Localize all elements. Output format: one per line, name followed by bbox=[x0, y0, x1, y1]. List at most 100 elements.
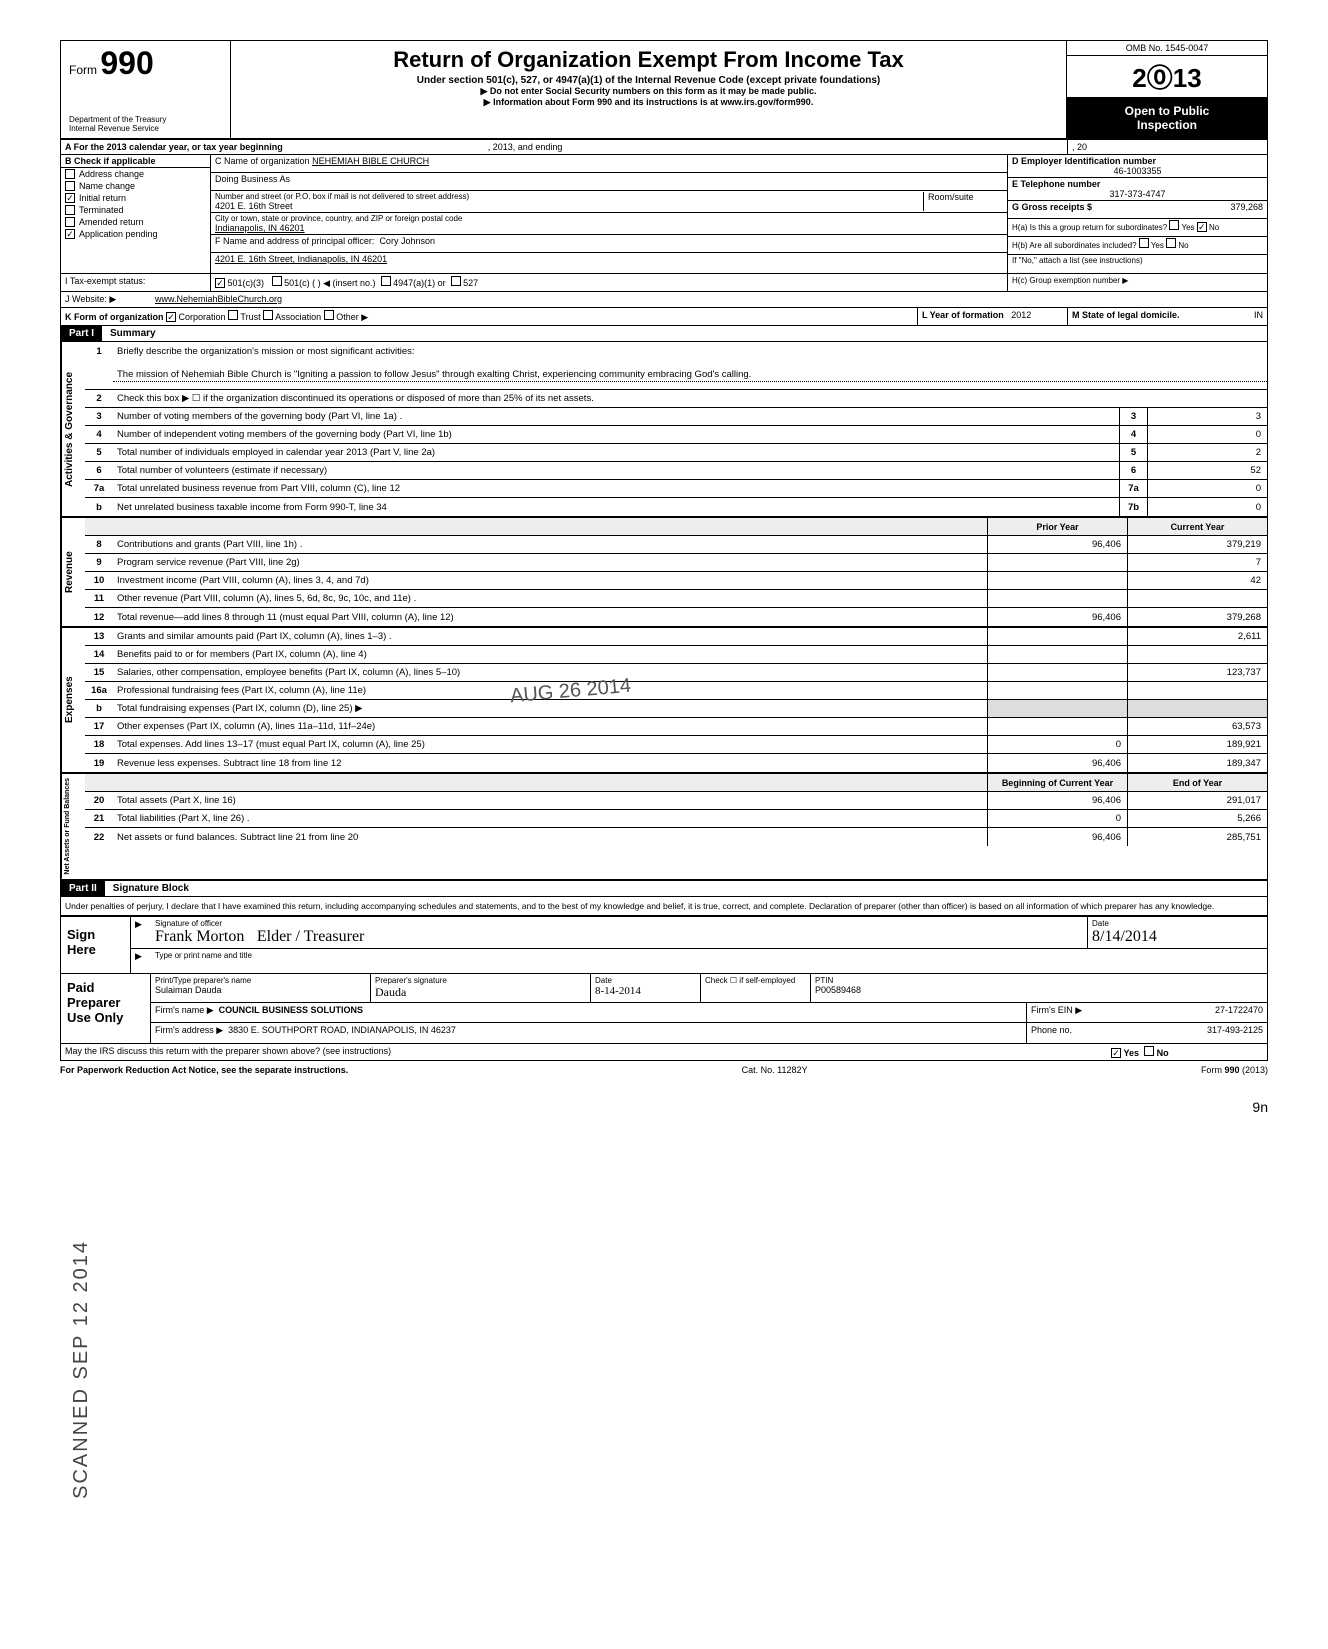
current-val: 291,017 bbox=[1127, 792, 1267, 809]
4947: 4947(a)(1) or bbox=[393, 278, 446, 288]
current-val: 7 bbox=[1127, 554, 1267, 571]
sign-body: ▶ Signature of officer Frank Morton Elde… bbox=[131, 917, 1267, 973]
form-header: Form 990 Department of the Treasury Inte… bbox=[60, 40, 1268, 140]
part2-header-row: Part II Signature Block bbox=[60, 881, 1268, 897]
expense-line: 18 Total expenses. Add lines 13–17 (must… bbox=[85, 736, 1267, 754]
preparer-signature[interactable]: Dauda bbox=[375, 985, 586, 1000]
check-label: Terminated bbox=[79, 205, 124, 215]
form-label: Form bbox=[69, 63, 97, 77]
check-terminated[interactable]: Terminated bbox=[61, 204, 210, 216]
current-val bbox=[1127, 700, 1267, 717]
firm-addr-label: Firm's address ▶ bbox=[155, 1025, 223, 1035]
line-box: 7a bbox=[1119, 480, 1147, 497]
checkbox-icon: ✓ bbox=[215, 278, 225, 288]
governance-line: 7a Total unrelated business revenue from… bbox=[85, 480, 1267, 498]
hb-note: If "No," attach a list (see instructions… bbox=[1008, 255, 1267, 273]
d-val: 46-1003355 bbox=[1012, 166, 1263, 176]
line-desc: Total liabilities (Part X, line 26) . bbox=[113, 812, 987, 825]
discuss-yes: Yes bbox=[1124, 1048, 1140, 1058]
check-application-pending[interactable]: ✓Application pending bbox=[61, 228, 210, 240]
discuss-row: May the IRS discuss this return with the… bbox=[60, 1044, 1268, 1061]
line-num: 14 bbox=[85, 649, 113, 660]
col-right: D Employer Identification number 46-1003… bbox=[1007, 155, 1267, 273]
g-row: G Gross receipts $ 379,268 bbox=[1008, 201, 1267, 219]
checkbox-icon: ✓ bbox=[65, 229, 75, 239]
line-num: 8 bbox=[85, 539, 113, 550]
phone-label: Phone no. bbox=[1031, 1025, 1072, 1035]
paid-body: Print/Type preparer's name Sulaiman Daud… bbox=[151, 974, 1267, 1043]
part1-title: Summary bbox=[102, 326, 164, 341]
e-label: E Telephone number bbox=[1012, 179, 1100, 189]
checkbox-icon bbox=[1144, 1046, 1154, 1056]
firm-name: COUNCIL BUSINESS SOLUTIONS bbox=[219, 1005, 363, 1015]
line-desc: Total expenses. Add lines 13–17 (must eq… bbox=[113, 738, 987, 751]
d-label: D Employer Identification number bbox=[1012, 156, 1156, 166]
form-number-block: Form 990 bbox=[69, 45, 222, 82]
dba-label: Doing Business As bbox=[215, 174, 290, 189]
current-header: Current Year bbox=[1127, 518, 1267, 535]
prior-val: 0 bbox=[987, 736, 1127, 753]
netasset-line: 20 Total assets (Part X, line 16) 96,406… bbox=[85, 792, 1267, 810]
dba-row: Doing Business As bbox=[211, 173, 1007, 191]
line-num: 19 bbox=[85, 758, 113, 769]
form-number: 990 bbox=[100, 45, 153, 81]
line-desc: Total number of individuals employed in … bbox=[113, 446, 1119, 459]
line-desc: Salaries, other compensation, employee b… bbox=[113, 666, 987, 679]
checkbox-icon bbox=[272, 276, 282, 286]
line-num: 6 bbox=[85, 465, 113, 476]
sign-date: 8/14/2014 bbox=[1092, 928, 1157, 945]
end-header: End of Year bbox=[1127, 774, 1267, 791]
prior-val: 96,406 bbox=[987, 792, 1127, 809]
discuss-text: May the IRS discuss this return with the… bbox=[61, 1044, 1107, 1060]
j-val: www.NehemiahBibleChurch.org bbox=[155, 294, 282, 304]
checkbox-icon bbox=[451, 276, 461, 286]
revenue-line: 12 Total revenue—add lines 8 through 11 … bbox=[85, 608, 1267, 626]
current-val: 2,611 bbox=[1127, 628, 1267, 645]
line-num: 17 bbox=[85, 721, 113, 732]
prior-val bbox=[987, 664, 1127, 681]
begin-header: Beginning of Current Year bbox=[987, 774, 1127, 791]
prior-val: 96,406 bbox=[987, 828, 1127, 846]
revenue-line: 11 Other revenue (Part VIII, column (A),… bbox=[85, 590, 1267, 608]
netasset-line: 21 Total liabilities (Part X, line 26) .… bbox=[85, 810, 1267, 828]
row-a-text: A For the 2013 calendar year, or tax yea… bbox=[65, 142, 283, 152]
city-row: City or town, state or province, country… bbox=[211, 213, 1007, 235]
line-num: 12 bbox=[85, 612, 113, 623]
row-a: A For the 2013 calendar year, or tax yea… bbox=[60, 140, 1268, 155]
firm-ein: 27-1722470 bbox=[1215, 1005, 1263, 1015]
prior-val bbox=[987, 554, 1127, 571]
check-address-change[interactable]: Address change bbox=[61, 168, 210, 180]
line-desc: Revenue less expenses. Subtract line 18 … bbox=[113, 757, 987, 770]
line-desc: Professional fundraising fees (Part IX, … bbox=[113, 684, 987, 697]
check-amended[interactable]: Amended return bbox=[61, 216, 210, 228]
prior-header: Prior Year bbox=[987, 518, 1127, 535]
hb-row: H(b) Are all subordinates included? Yes … bbox=[1008, 237, 1267, 255]
officer-signature[interactable]: Frank Morton bbox=[155, 928, 244, 945]
line-desc: Total assets (Part X, line 16) bbox=[113, 794, 987, 807]
revenue-line: 9 Program service revenue (Part VIII, li… bbox=[85, 554, 1267, 572]
checkbox-icon bbox=[65, 169, 75, 179]
form-ref: Form 990 (2013) bbox=[1201, 1065, 1268, 1075]
line-num: 20 bbox=[85, 795, 113, 806]
line1-text: The mission of Nehemiah Bible Church is … bbox=[113, 368, 1267, 382]
hb-no: No bbox=[1178, 241, 1188, 250]
check-name-change[interactable]: Name change bbox=[61, 180, 210, 192]
city: Indianapolis, IN 46201 bbox=[215, 223, 305, 233]
current-val bbox=[1127, 646, 1267, 663]
c-name: NEHEMIAH BIBLE CHURCH bbox=[312, 156, 429, 171]
line-num: 4 bbox=[85, 429, 113, 440]
line-num: 22 bbox=[85, 832, 113, 843]
hc-label: H(c) Group exemption number ▶ bbox=[1007, 274, 1267, 291]
f-name: Cory Johnson bbox=[379, 236, 435, 251]
checkbox-icon: ✓ bbox=[1111, 1048, 1121, 1058]
current-val: 63,573 bbox=[1127, 718, 1267, 735]
line-num: 5 bbox=[85, 447, 113, 458]
hb-yes: Yes bbox=[1151, 241, 1164, 250]
prior-val bbox=[987, 572, 1127, 589]
part2-header: Part II bbox=[61, 881, 105, 896]
prior-val bbox=[987, 646, 1127, 663]
check-initial-return[interactable]: ✓Initial return bbox=[61, 192, 210, 204]
k-assoc: Association bbox=[275, 312, 321, 322]
line-num: 21 bbox=[85, 813, 113, 824]
prior-val bbox=[987, 590, 1127, 607]
